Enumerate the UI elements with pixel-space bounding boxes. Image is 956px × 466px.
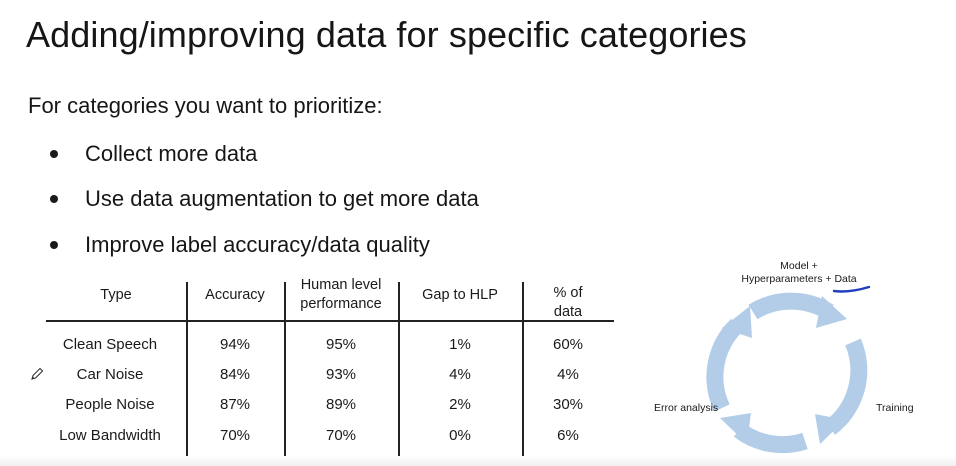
data-underline-mark — [832, 285, 871, 293]
cycle-label-top: Model + Hyperparameters + Data — [734, 260, 864, 286]
header-divider — [46, 320, 614, 322]
bullet-item: Collect more data — [50, 139, 257, 169]
table-row: Clean Speech 94% 95% 1% 60% — [46, 329, 614, 359]
column-divider — [398, 282, 400, 456]
cell-human: 70% — [325, 426, 357, 444]
bullet-dot-icon — [50, 150, 58, 158]
cycle-arrow-right — [815, 338, 868, 444]
cell-gap: 1% — [449, 335, 471, 353]
header-human-level: Human level performance — [284, 268, 398, 322]
cell-human: 89% — [325, 395, 357, 413]
cell-pct: 4% — [557, 365, 579, 383]
cell-type: Clean Speech — [62, 335, 158, 353]
cell-pct: 6% — [557, 426, 579, 444]
column-divider — [522, 282, 524, 456]
cycle-label-top-line1: Model + — [780, 260, 818, 272]
pencil-icon[interactable] — [29, 366, 45, 382]
bullet-item: Improve label accuracy/data quality — [50, 230, 430, 260]
bullet-dot-icon — [50, 195, 58, 203]
cell-accuracy: 94% — [219, 335, 251, 353]
cell-accuracy: 84% — [219, 365, 251, 383]
cell-pct: 60% — [552, 335, 584, 353]
cycle-label-top-prefix: Hyperparameters + — [741, 273, 835, 285]
cell-pct: 30% — [552, 395, 584, 413]
cell-accuracy: 87% — [219, 395, 251, 413]
table-row: Car Noise 84% 93% 4% 4% — [46, 359, 614, 389]
cycle-label-data: Data — [834, 273, 857, 285]
iteration-cycle-diagram: Model + Hyperparameters + Data Training … — [640, 250, 940, 460]
header-accuracy: Accuracy — [205, 286, 265, 303]
bullet-dot-icon — [50, 241, 58, 249]
header-pct-line1: % of — [553, 285, 583, 301]
header-human-line2: performance — [300, 296, 382, 312]
cell-accuracy: 70% — [219, 426, 251, 444]
bottom-edge-shadow — [0, 456, 956, 466]
cell-human: 93% — [325, 365, 357, 383]
bullet-text: Use data augmentation to get more data — [85, 186, 479, 211]
bullet-text: Collect more data — [85, 141, 258, 166]
bullet-text: Improve label accuracy/data quality — [85, 232, 430, 257]
cycle-arrow-top — [748, 292, 847, 328]
cell-gap: 4% — [449, 365, 471, 383]
slide-title: Adding/improving data for specific categ… — [26, 14, 747, 55]
column-divider — [284, 282, 286, 456]
intro-text: For categories you want to prioritize: — [28, 93, 383, 118]
cell-gap: 0% — [449, 426, 471, 444]
column-divider — [186, 282, 188, 456]
header-pct-data: % of data — [522, 276, 614, 330]
cell-type: Car Noise — [76, 365, 144, 383]
cycle-label-training: Training — [876, 402, 914, 414]
cycle-label-top-line2: Hyperparameters + Data — [734, 273, 864, 286]
header-pct-line2: data — [553, 304, 583, 320]
cell-type: Low Bandwidth — [59, 426, 161, 444]
cell-gap: 2% — [449, 395, 471, 413]
cycle-arrow-bottom — [720, 413, 808, 454]
cycle-arrow-left — [706, 306, 752, 412]
table-row: People Noise 87% 89% 2% 30% — [46, 389, 614, 419]
bullet-item: Use data augmentation to get more data — [50, 184, 479, 214]
header-type: Type — [100, 286, 132, 303]
category-table: Type Accuracy Human level performance Ga… — [46, 268, 614, 456]
table-row: Low Bandwidth 70% 70% 0% 6% — [46, 420, 614, 450]
cell-human: 95% — [325, 335, 357, 353]
cell-type: People Noise — [65, 395, 155, 413]
cycle-label-error-analysis: Error analysis — [654, 402, 719, 414]
cycle-arrows-graphic — [706, 285, 871, 454]
header-human-line1: Human level — [300, 277, 382, 293]
header-gap: Gap to HLP — [422, 286, 498, 303]
